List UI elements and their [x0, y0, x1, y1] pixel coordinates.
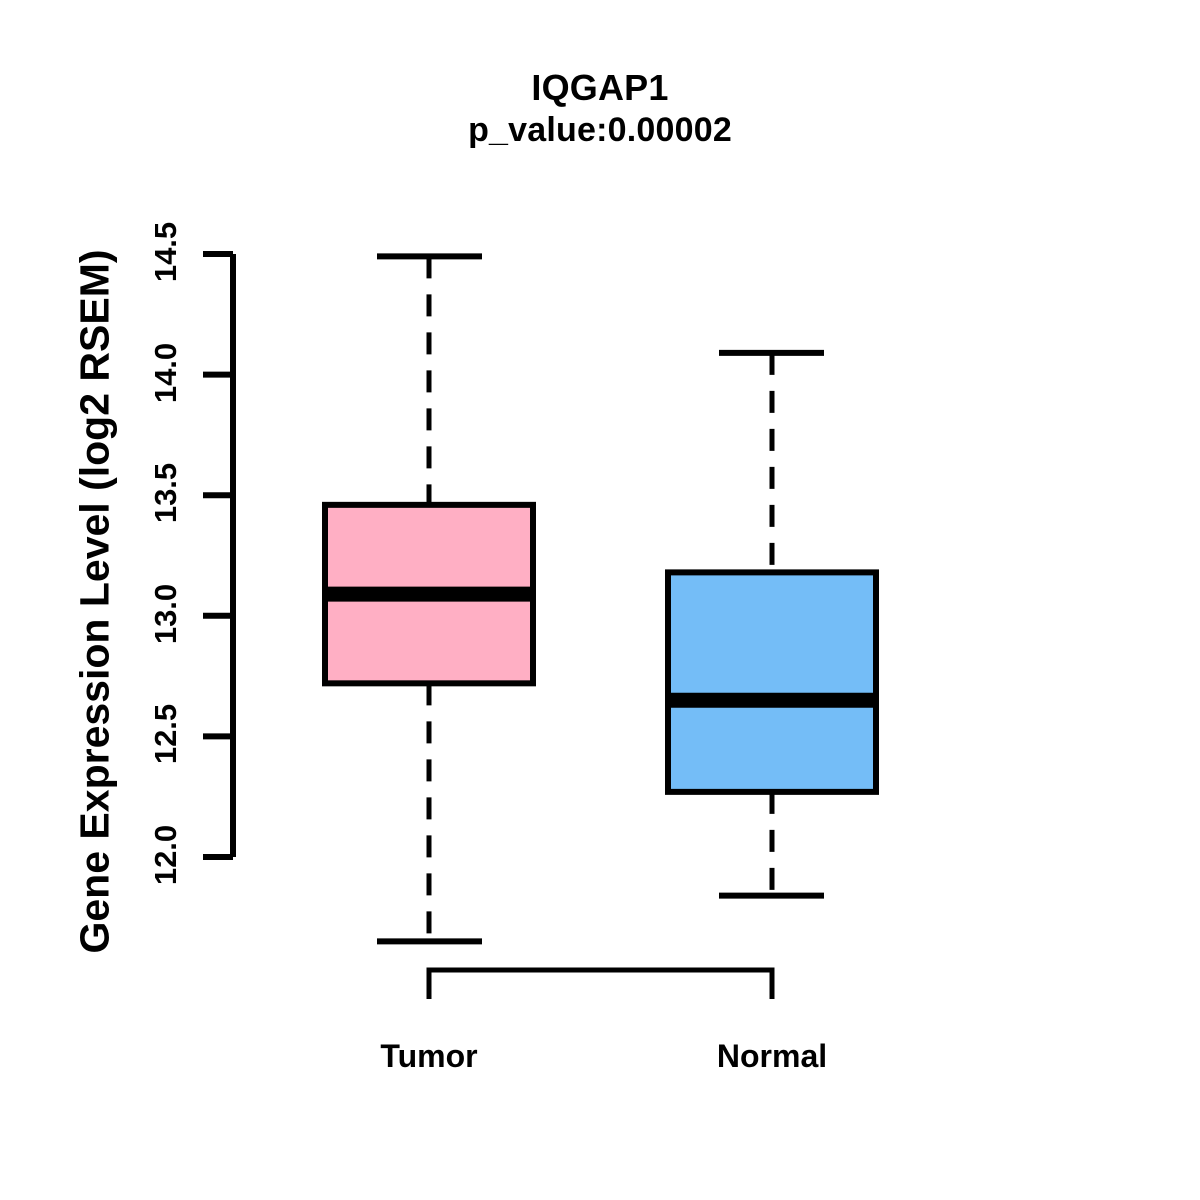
box-series [322, 253, 879, 945]
x-axis-line [426, 967, 775, 999]
chart-title-block: IQGAP1 p_value:0.00002 [0, 66, 1200, 151]
y-axis [203, 251, 236, 860]
chart-title: IQGAP1 [531, 67, 669, 108]
x-tick-label-tumor: Tumor [380, 1038, 478, 1074]
box-normal[interactable] [665, 349, 879, 899]
x-axis-bracket [426, 967, 775, 999]
x-tick-label-normal: Normal [716, 1038, 828, 1074]
box-tumor[interactable] [322, 253, 536, 945]
chart-subtitle-pvalue: p_value:0.00002 [468, 110, 732, 149]
box-iqr-normal[interactable] [665, 569, 879, 795]
